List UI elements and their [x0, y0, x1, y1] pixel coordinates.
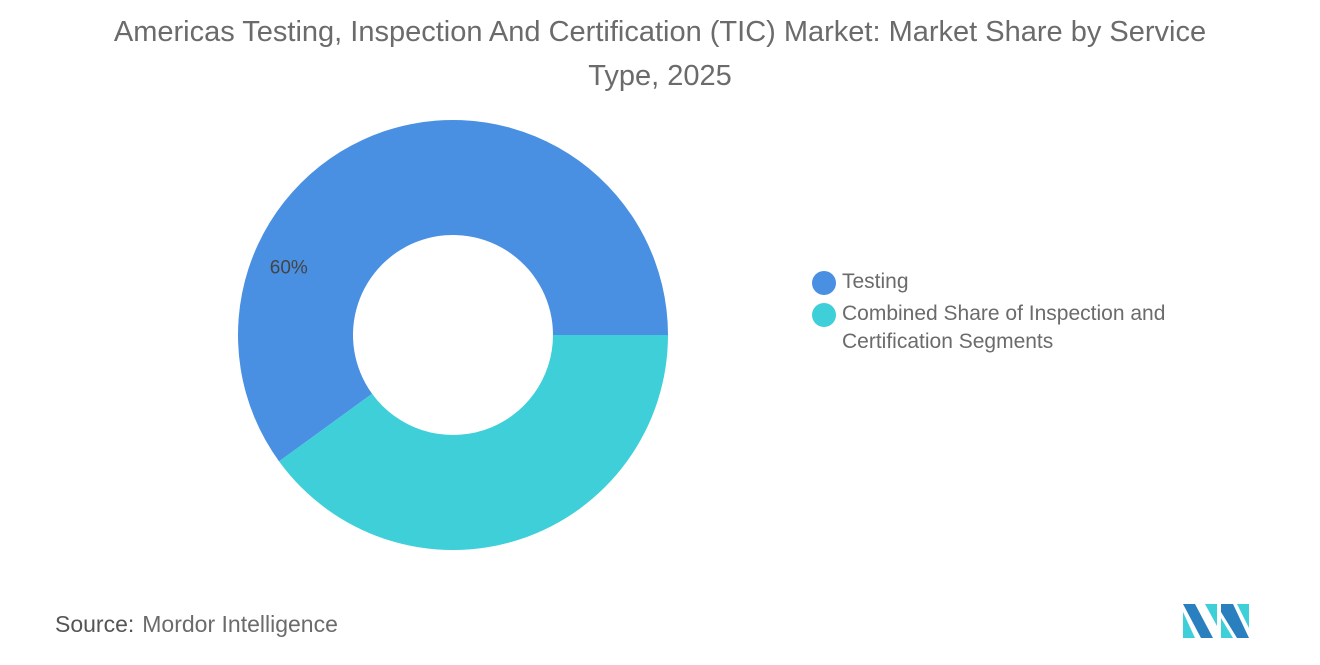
source-value: Mordor Intelligence [142, 611, 338, 637]
logo-stroke [1205, 604, 1217, 626]
mordor-intelligence-logo [1183, 604, 1249, 638]
logo-stroke [1183, 612, 1195, 638]
legend-label: Combined Share of Inspection and Certifi… [842, 302, 1166, 353]
legend-swatch-inspection-certification [812, 303, 836, 327]
source-note: Source: Mordor Intelligence [55, 611, 338, 638]
legend: Testing Combined Share of Inspection and… [812, 268, 1212, 360]
data-label: 60% [270, 258, 308, 279]
chart-title: Americas Testing, Inspection And Certifi… [113, 16, 1207, 92]
legend-label: Testing [842, 270, 909, 293]
donut-slice-1[interactable] [279, 335, 668, 551]
logo-stroke [1221, 618, 1233, 638]
logo-stroke [1183, 604, 1213, 638]
logo-stroke [1221, 604, 1249, 638]
legend-item-testing[interactable]: Testing [812, 268, 1212, 296]
legend-item-inspection-certification[interactable]: Combined Share of Inspection and Certifi… [812, 300, 1212, 356]
source-label: Source: [55, 611, 135, 637]
logo-stroke [1237, 604, 1249, 628]
donut-slice-0[interactable] [237, 119, 668, 462]
legend-swatch-testing [812, 271, 836, 295]
